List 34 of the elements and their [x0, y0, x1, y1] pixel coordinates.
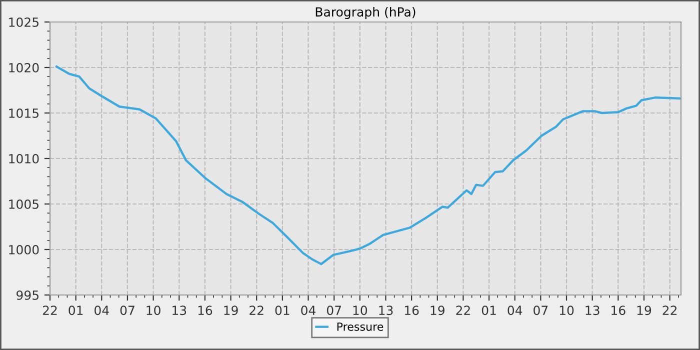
legend-label: Pressure	[337, 322, 384, 331]
y-tick-label: 1005	[9, 199, 38, 209]
x-tick-label: 13	[172, 306, 186, 316]
y-tick-label: 995	[16, 290, 38, 300]
y-tick-label: 1015	[9, 108, 38, 118]
y-tick-label: 1010	[9, 154, 39, 164]
x-tick-label: 19	[430, 306, 444, 316]
x-tick-label: 16	[404, 306, 419, 316]
x-tick-label: 22	[662, 306, 677, 315]
x-tick-label: 10	[353, 306, 368, 316]
x-tick-label: 01	[482, 306, 496, 316]
x-tick-label: 10	[560, 306, 574, 316]
x-tick-label: 04	[301, 306, 316, 316]
x-tick-label: 04	[94, 306, 109, 316]
x-tick-label: 13	[379, 306, 393, 316]
x-tick-label: 22	[456, 306, 470, 315]
y-tick-label: 1020	[9, 62, 39, 72]
y-tick-label: 1025	[9, 17, 38, 27]
x-tick-label: 01	[275, 306, 290, 316]
x-tick-label: 01	[68, 306, 83, 316]
x-tick-label: 19	[637, 306, 652, 316]
x-tick-label: 07	[326, 306, 341, 316]
x-tick-label: 04	[508, 306, 522, 316]
chart-title: Barograph (hPa)	[316, 6, 416, 20]
x-tick-label: 10	[146, 306, 160, 316]
y-tick-label: 1000	[9, 244, 39, 254]
x-tick-label: 22	[42, 306, 57, 315]
x-tick-label: 07	[534, 306, 548, 316]
x-tick-label: 13	[586, 306, 600, 316]
x-tick-label: 22	[250, 306, 264, 315]
x-tick-label: 19	[224, 306, 238, 316]
x-tick-label: 07	[120, 306, 134, 316]
x-tick-label: 16	[612, 306, 626, 316]
x-tick-label: 16	[198, 306, 212, 316]
